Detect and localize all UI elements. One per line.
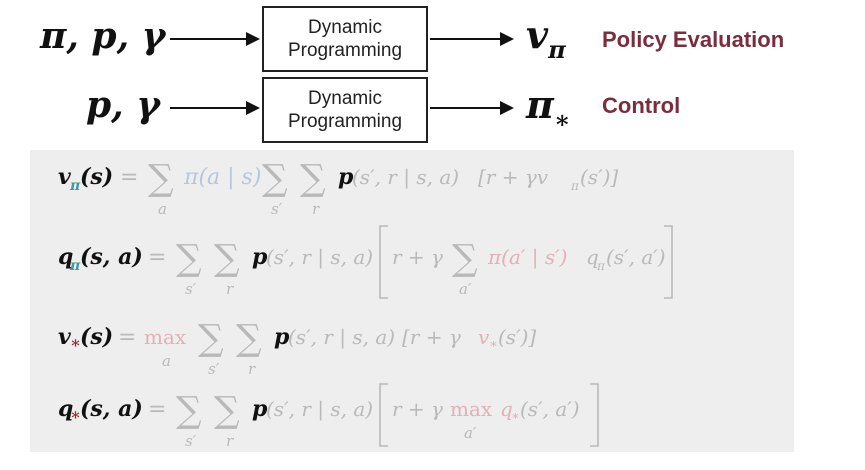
eq1-p: p xyxy=(338,164,354,190)
eq2-q-tail: q xyxy=(586,245,599,269)
box-line1: Dynamic xyxy=(308,87,382,109)
row2-input-arrow xyxy=(170,101,260,115)
output-main: v xyxy=(526,12,549,57)
eq1-bracket-tail: (s′)] xyxy=(580,165,618,189)
eq4-max-sub: a′ xyxy=(464,424,477,442)
eq2-sum3-sub: a′ xyxy=(459,280,472,298)
eq2-sum2: ∑ xyxy=(214,238,240,279)
eq3-sum1-sub: s′ xyxy=(208,360,220,378)
row1-dynamic-programming-box: Dynamic Programming xyxy=(262,6,428,72)
row1-output-v-pi: vπ xyxy=(526,16,566,62)
box-line2: Programming xyxy=(287,40,403,61)
eq2-lhs-arg: (s, a) xyxy=(80,244,143,270)
output-sub: π xyxy=(548,35,566,64)
eq1-sum3-sub: r xyxy=(312,200,320,218)
eq1-sum2: ∑ xyxy=(262,158,288,199)
eq3-p-args: (s′, r | s, a) xyxy=(288,325,395,350)
box-line2: Programming xyxy=(287,111,403,132)
eq1-lhs-v: v xyxy=(58,164,71,190)
eq4-lhs-sub: ∗ xyxy=(70,405,81,424)
eq3-sum2: ∑ xyxy=(236,318,262,359)
control-label: Control xyxy=(602,93,681,118)
eq2-equals: = xyxy=(148,245,166,270)
eq2-sum1: ∑ xyxy=(176,238,202,279)
row2-dynamic-programming-box: Dynamic Programming xyxy=(262,77,428,143)
row1-output-arrow xyxy=(430,32,514,46)
eq2-p: p xyxy=(252,244,268,270)
eq4-lhs-q: q xyxy=(58,396,73,422)
bellman-optimality-q-star: q ∗ (s, a) = ∑ s′ ∑ r p (s′, r | s, a) r… xyxy=(58,378,778,454)
row1-inputs: π, p, γ xyxy=(40,15,166,57)
eq1-sum2-sub: s′ xyxy=(271,200,283,218)
eq1-policy: π(a | s) xyxy=(183,165,261,190)
eq4-sum1-sub: s′ xyxy=(185,432,197,450)
eq4-q-tail-sub: ∗ xyxy=(511,409,520,424)
eq4-equals: = xyxy=(148,397,166,422)
eq1-sum1-sub: a xyxy=(158,200,167,218)
eq3-lhs-arg: (s) xyxy=(80,324,113,350)
bellman-equations-panel xyxy=(30,150,794,452)
eq1-equals: = xyxy=(120,165,138,190)
eq1-sum3: ∑ xyxy=(300,158,326,199)
eq3-sum2-sub: r xyxy=(248,360,256,378)
eq2-body-start: r + γ xyxy=(392,245,443,269)
eq1-lhs-arg: (s) xyxy=(80,164,113,190)
bellman-equation-q-pi: q π (s, a) = ∑ s′ ∑ r p (s′, r | s, a) r… xyxy=(58,222,778,306)
eq3-equals: = xyxy=(118,325,136,350)
eq2-right-bracket xyxy=(664,225,673,299)
eq3-max-sub: a xyxy=(162,352,171,370)
output-main: π xyxy=(526,82,554,127)
bellman-optimality-v-star: v ∗ (s) = max a ∑ s′ ∑ r p (s′, r | s, a… xyxy=(58,312,758,378)
eq2-sum2-sub: r xyxy=(226,280,234,298)
eq2-lhs-sub: π xyxy=(69,258,81,274)
eq4-p-args: (s′, r | s, a) xyxy=(266,397,373,422)
eq2-q-tail-sub: π xyxy=(596,259,606,273)
eq4-sum2: ∑ xyxy=(214,390,240,431)
eq4-max: max xyxy=(450,397,493,421)
bellman-equation-v-pi: v π (s) = ∑ a π(a | s) ∑ s′ ∑ r p (s′, r… xyxy=(58,152,758,222)
eq4-body-start: r + γ xyxy=(392,397,443,421)
eq2-p-args: (s′, r | s, a) xyxy=(266,245,373,270)
eq3-v-tail-sub: ∗ xyxy=(489,337,498,352)
eq2-left-bracket xyxy=(379,225,388,299)
row2-inputs: p, γ xyxy=(86,84,161,126)
eq2-q-tail-args: (s′, a′) xyxy=(606,245,666,269)
eq2-policy: π(a′ | s′) xyxy=(487,245,567,270)
row2-output-arrow xyxy=(430,101,514,115)
box-line1: Dynamic xyxy=(308,16,382,38)
eq4-sum1: ∑ xyxy=(176,390,202,431)
eq2-lhs-q: q xyxy=(58,244,73,270)
policy-evaluation-label: Policy Evaluation xyxy=(602,27,785,52)
row1-input-arrow xyxy=(170,32,260,46)
row2-output-pi-star: π∗ xyxy=(526,86,570,132)
eq2-sum3: ∑ xyxy=(452,238,478,279)
eq3-p: p xyxy=(274,324,290,350)
eq4-q-tail-args: (s′, a′) xyxy=(520,397,580,421)
eq4-lhs-arg: (s, a) xyxy=(80,396,143,422)
eq2-sum1-sub: s′ xyxy=(185,280,197,298)
eq4-left-bracket xyxy=(379,383,388,447)
eq1-bracket-body: [r + γv xyxy=(478,165,549,189)
eq1-bracket-sub: π xyxy=(570,179,580,193)
eq1-sum1: ∑ xyxy=(148,158,174,199)
eq1-p-args: (s′, r | s, a) xyxy=(352,165,459,190)
eq3-max: max xyxy=(144,325,187,349)
eq4-sum2-sub: r xyxy=(226,432,234,450)
eq4-q-tail: q xyxy=(500,397,513,421)
eq3-bracket-body: [r + γ xyxy=(402,325,461,349)
eq3-sum1: ∑ xyxy=(198,318,224,359)
eq3-bracket-tail: (s′)] xyxy=(498,325,536,349)
eq3-lhs-sub: ∗ xyxy=(70,333,81,352)
eq1-lhs-sub: π xyxy=(69,178,81,194)
eq4-right-bracket xyxy=(590,383,599,447)
eq3-v-tail: v xyxy=(478,325,490,349)
eq4-p: p xyxy=(252,396,268,422)
output-sub: ∗ xyxy=(553,105,571,134)
eq3-lhs-v: v xyxy=(58,324,71,350)
